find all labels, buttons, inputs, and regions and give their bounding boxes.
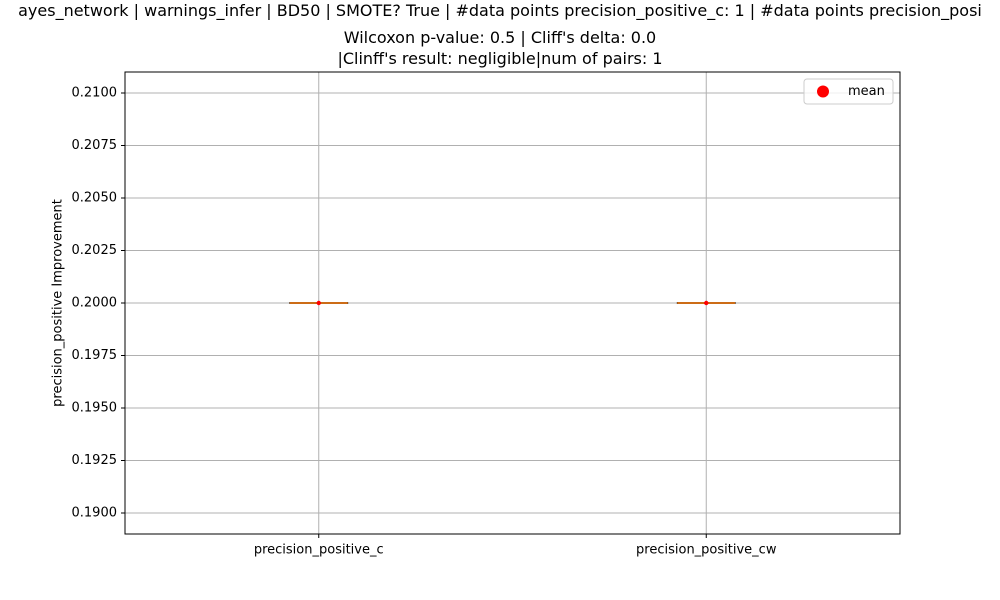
mean-marker <box>704 300 709 306</box>
box-precision_positive_c <box>289 300 349 306</box>
chart-title-line-3: |Clinff's result: negligible|num of pair… <box>337 49 663 68</box>
chart-title-line-1: ayes_network | warnings_infer | BD50 | S… <box>18 1 982 20</box>
grid-lines <box>125 72 900 534</box>
y-axis-label: precision_positive Improvement <box>51 199 66 407</box>
y-tick-label: 0.2050 <box>72 191 118 206</box>
y-tick-label: 0.2075 <box>72 138 118 153</box>
chart-title-line-2: Wilcoxon p-value: 0.5 | Cliff's delta: 0… <box>343 28 657 47</box>
y-tick-label: 0.1950 <box>72 401 118 416</box>
mean-marker <box>316 300 321 306</box>
y-tick-label: 0.2100 <box>72 86 118 101</box>
box-precision_positive_cw <box>676 300 736 306</box>
boxes <box>289 300 736 306</box>
y-tick-label: 0.2000 <box>72 296 118 311</box>
y-tick-label: 0.1975 <box>72 348 118 363</box>
legend-mean-marker <box>817 85 829 98</box>
x-tick-label: precision_positive_cw <box>636 543 777 558</box>
y-tick-label: 0.2025 <box>72 243 118 258</box>
y-axis-ticks: 0.1900 0.1925 0.1950 0.1975 0.2000 0.2025 0.20… <box>72 86 125 521</box>
y-tick-label: 0.1900 <box>72 506 118 521</box>
legend: mean <box>803 78 894 105</box>
x-axis-ticks: precision_positive_c precision_positive_c… <box>254 534 777 558</box>
x-tick-label: precision_positive_c <box>254 543 384 558</box>
legend-box <box>803 78 894 105</box>
y-tick-label: 0.1925 <box>72 453 118 468</box>
legend-mean-label: mean <box>848 84 885 99</box>
